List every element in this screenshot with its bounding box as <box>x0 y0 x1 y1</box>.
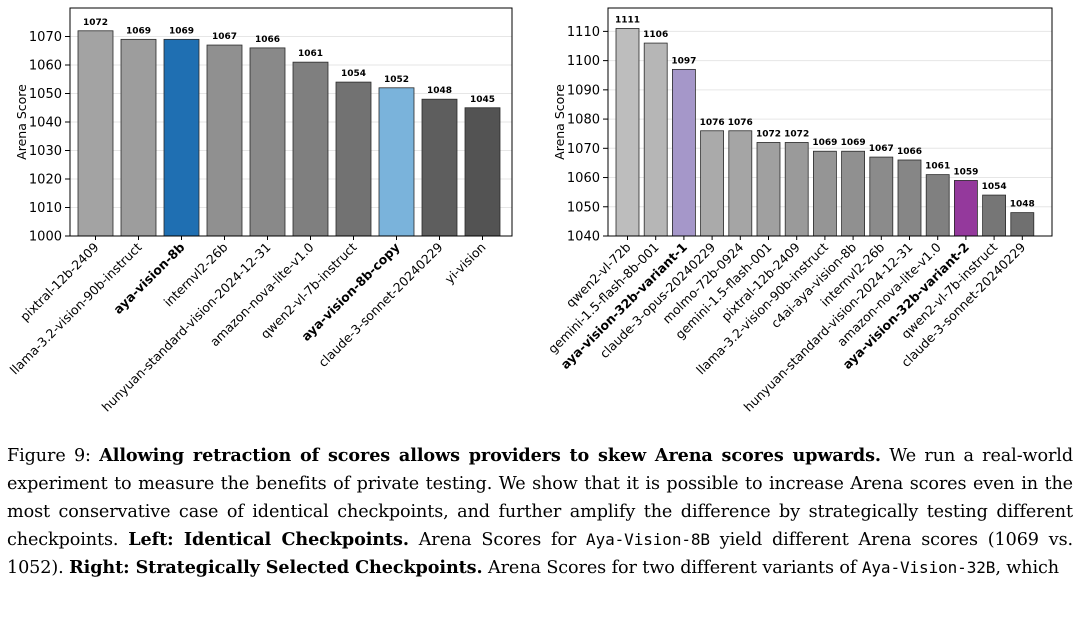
bar-value-label: 1059 <box>953 167 978 177</box>
bar-yi-vision <box>464 107 501 237</box>
y-tick-label: 1000 <box>29 230 62 245</box>
y-tick-label: 1020 <box>29 173 62 188</box>
y-tick-label: 1050 <box>29 87 62 102</box>
bar-claude-3-sonnet-20240229 <box>421 98 458 237</box>
y-tick-label: 1090 <box>567 83 600 98</box>
x-tick-label: yi-vision <box>442 240 489 287</box>
plot-frame <box>69 7 513 237</box>
caption-model-32b: Aya-Vision-32B <box>861 558 996 577</box>
bar-molmo-72b-0924 <box>728 130 753 237</box>
bar-internvl2-26b <box>206 44 243 237</box>
bar-value-label: 1072 <box>83 18 108 28</box>
bar-value-label: 1054 <box>982 182 1007 192</box>
bar-amazon-nova-lite-v1.0 <box>925 174 950 237</box>
x-tick-label: pixtral-12b-2409 <box>17 239 102 324</box>
caption-text-2: Arena Scores for <box>408 530 587 550</box>
y-tick-label: 1060 <box>567 171 600 186</box>
bar-value-label: 1067 <box>869 144 894 154</box>
bar-llama-3.2-vision-90b-instruct <box>120 38 157 237</box>
bar-internvl2-26b <box>869 156 894 237</box>
bar-aya-vision-8b-copy <box>378 87 415 237</box>
caption-model-8b: Aya-Vision-8B <box>586 530 710 549</box>
bar-value-label: 1076 <box>728 118 753 128</box>
bar-llama-3.2-vision-90b-instruct <box>813 150 837 237</box>
bar-claude-3-sonnet-20240229 <box>1010 212 1035 237</box>
y-tick-label: 1110 <box>567 25 600 40</box>
y-tick-label: 1080 <box>567 113 600 128</box>
y-tick-label: 1070 <box>567 142 600 157</box>
y-tick-label: 1010 <box>29 201 62 216</box>
bar-qwen2-vl-7b-instruct <box>335 81 372 237</box>
bar-hunyuan-standard-vision-2024-12-31 <box>897 159 922 237</box>
bar-value-label: 1061 <box>298 49 323 59</box>
x-tick-label: gemini-1.5-flash-8b-001 <box>545 240 662 357</box>
bar-qwen2-vl-72b <box>615 28 640 237</box>
bar-c4ai-aya-vision-8b <box>841 150 865 237</box>
bar-aya-vision-32b-variant-2 <box>954 180 978 237</box>
bar-value-label: 1072 <box>756 129 781 139</box>
caption-bold-left: Left: Identical Checkpoints. <box>128 529 409 550</box>
bar-value-label: 1067 <box>212 32 237 42</box>
bar-value-label: 1061 <box>925 162 950 172</box>
caption-bold-right: Right: Strategically Selected Checkpoint… <box>69 557 483 578</box>
caption-text-4: Arena Scores for two different variants … <box>482 558 862 578</box>
y-tick-label: 1040 <box>29 116 62 131</box>
bar-value-label: 1072 <box>784 129 809 139</box>
bar-value-label: 1045 <box>470 95 495 105</box>
bar-value-label: 1069 <box>126 26 151 36</box>
bar-value-label: 1048 <box>427 86 452 96</box>
bar-aya-vision-8b <box>163 38 200 237</box>
bar-gemini-1.5-flash-8b-001 <box>643 42 668 237</box>
chart-left: 1000 1010 1020 1030 1040 1050 1060 1070 Arena Sc… <box>7 7 513 414</box>
y-tick-label: 1030 <box>29 144 62 159</box>
caption-text-1: We run a real-world experiment to measur… <box>7 446 1073 550</box>
bar-claude-3-opus-20240229 <box>700 130 724 237</box>
bar-value-label: 1111 <box>615 15 640 25</box>
y-tick-label: 1060 <box>29 59 62 74</box>
caption-bold-title: Allowing retraction of scores allows pro… <box>99 445 881 466</box>
caption-text-3: yield different Arena scores (1069 vs. 1… <box>7 530 1073 578</box>
y-tick-label: 1070 <box>29 30 62 45</box>
bar-value-label: 1069 <box>841 138 866 148</box>
y-axis-label: Arena Score <box>14 84 29 160</box>
bar-value-label: 1054 <box>341 69 366 79</box>
bar-value-label: 1048 <box>1010 200 1035 210</box>
bar-value-label: 1069 <box>812 138 837 148</box>
bar-amazon-nova-lite-v1.0 <box>292 61 329 237</box>
bar-pixtral-12b-2409 <box>784 142 809 237</box>
bar-qwen2-vl-7b-instruct <box>982 194 1006 237</box>
caption-text-5: , which <box>995 558 1059 578</box>
y-tick-label: 1100 <box>567 54 600 69</box>
bar-value-label: 1066 <box>255 35 280 45</box>
bar-value-label: 1097 <box>671 56 696 66</box>
figure-caption: Figure 9: Allowing retraction of scores … <box>7 442 1073 582</box>
bar-hunyuan-standard-vision-2024-12-31 <box>249 47 286 237</box>
chart-right: 1040 1050 1060 1070 1080 1090 1100 1110 Arena Sc… <box>545 7 1053 414</box>
plot-frame <box>607 7 1053 237</box>
y-axis-label: Arena Score <box>552 84 567 160</box>
bar-aya-vision-32b-variant-1 <box>672 68 696 237</box>
bar-value-label: 1052 <box>384 75 409 85</box>
bar-value-label: 1066 <box>897 147 922 157</box>
y-tick-label: 1050 <box>567 200 600 215</box>
bar-pixtral-12b-2409 <box>77 30 114 237</box>
caption-fig-label: Figure 9: <box>7 446 100 466</box>
bar-value-label: 1069 <box>169 26 194 36</box>
bar-gemini-1.5-flash-001 <box>756 142 781 237</box>
bar-value-label: 1106 <box>643 30 668 40</box>
y-tick-label: 1040 <box>567 230 600 245</box>
bar-value-label: 1076 <box>700 118 725 128</box>
